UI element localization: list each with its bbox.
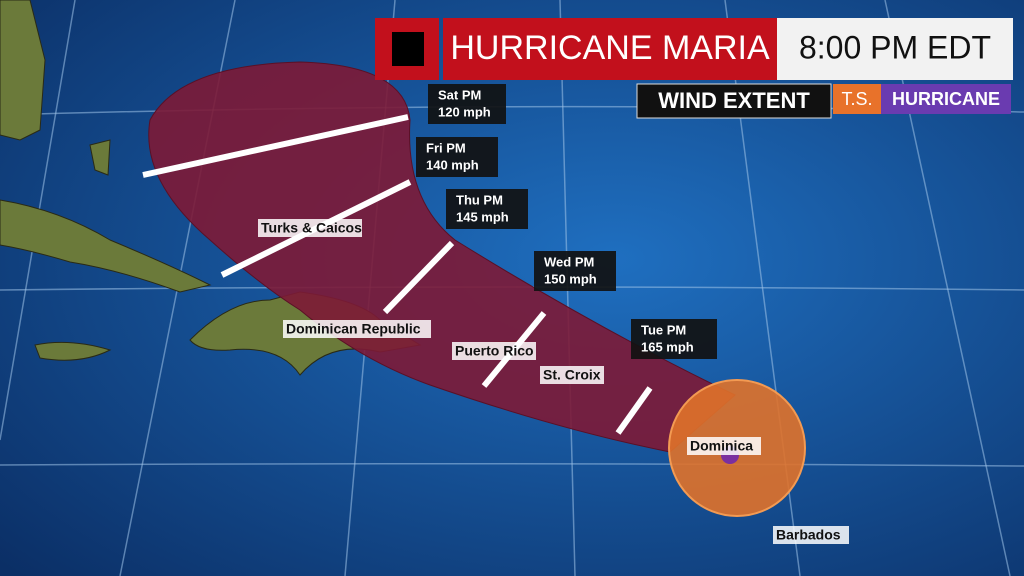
forecast-label-box <box>428 84 506 124</box>
forecast-day: Tue PM <box>641 322 686 337</box>
header-time-box <box>777 18 1013 80</box>
place-label-box <box>258 219 362 237</box>
header-title-box <box>443 18 777 80</box>
forecast-label-box <box>534 251 616 291</box>
place-label-box <box>687 437 761 455</box>
legend-ts: T.S. <box>841 89 872 109</box>
forecast-day: Fri PM <box>426 140 466 155</box>
header: HURRICANE MARIA 8:00 PM EDT WIND EXTENT … <box>375 18 1013 119</box>
forecast-wind: 145 mph <box>456 209 509 224</box>
legend-title-box <box>636 83 832 119</box>
place-label-box <box>283 320 431 338</box>
legend-title: WIND EXTENT <box>658 88 810 113</box>
forecast-wind: 120 mph <box>438 104 491 119</box>
header-icon <box>392 32 424 66</box>
forecast-wind: 150 mph <box>544 271 597 286</box>
forecast-wind: 165 mph <box>641 339 694 354</box>
header-title: HURRICANE MARIA <box>450 29 770 67</box>
legend-ts-box <box>833 84 881 114</box>
forecast-line <box>142 114 409 178</box>
labels: Sat PM 120 mph Fri PM 140 mph Thu PM 145 mph W… <box>258 84 849 544</box>
header-time: 8:00 PM EDT <box>799 29 991 65</box>
forecast-label-box <box>416 137 498 177</box>
place-label: Dominican Republic <box>286 321 421 337</box>
legend-hurricane-box <box>881 84 1011 114</box>
forecast-line <box>615 386 653 435</box>
forecast-line <box>382 240 455 315</box>
forecast-day: Sat PM <box>438 87 481 102</box>
place-label-box <box>773 526 849 544</box>
place-label: Turks & Caicos <box>261 220 362 236</box>
forecast-label-box <box>446 189 528 229</box>
place-label: Puerto Rico <box>455 343 534 359</box>
legend-hurricane: HURRICANE <box>892 89 1000 109</box>
forecast-day: Wed PM <box>544 254 594 269</box>
forecast-label-box <box>631 319 717 359</box>
forecast-wind: 140 mph <box>426 157 479 172</box>
forecast-day: Thu PM <box>456 192 503 207</box>
place-label: Barbados <box>776 527 841 543</box>
place-label: St. Croix <box>543 367 601 383</box>
place-label-box <box>452 342 536 360</box>
place-label: Dominica <box>690 438 753 454</box>
place-label-box <box>540 366 604 384</box>
